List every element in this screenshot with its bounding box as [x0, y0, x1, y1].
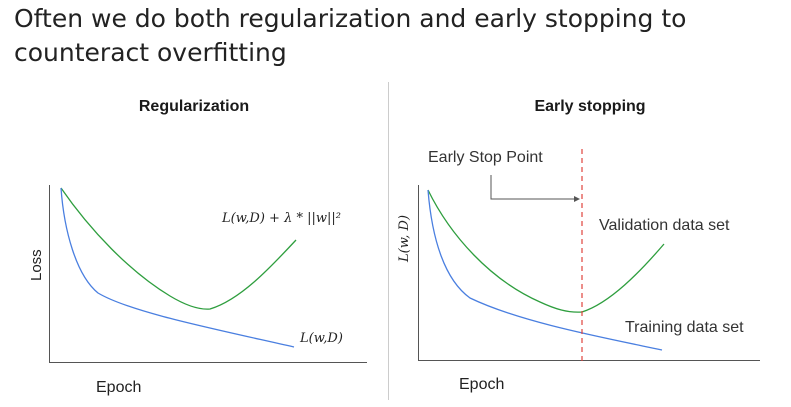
left-y-axis — [49, 185, 50, 363]
early-stopping-title: Early stopping — [534, 98, 646, 115]
left-training-curve — [60, 187, 295, 348]
right-training-curve — [427, 189, 663, 351]
right-x-axis — [418, 360, 760, 361]
slide-title: Often we do both regularization and earl… — [14, 4, 687, 67]
left-validation-curve — [60, 187, 297, 310]
right-validation-curve — [427, 189, 665, 313]
left-x-axis — [49, 362, 367, 363]
regularized-loss-label: L(w,D) + λ * ||w||² — [222, 211, 341, 226]
regularization-title: Regularization — [138, 98, 250, 115]
validation-set-label: Validation data set — [599, 217, 730, 234]
left-x-axis-label: Epoch — [96, 379, 142, 396]
right-x-axis-label: Epoch — [459, 376, 505, 393]
loss-label: L(w,D) — [300, 331, 343, 346]
right-y-axis — [418, 185, 419, 361]
panel-divider — [388, 82, 389, 400]
early-stop-arrow-head — [574, 196, 580, 202]
early-stop-arrow — [490, 175, 576, 200]
training-set-label: Training data set — [625, 319, 744, 336]
early-stop-point-label: Early Stop Point — [428, 149, 543, 166]
